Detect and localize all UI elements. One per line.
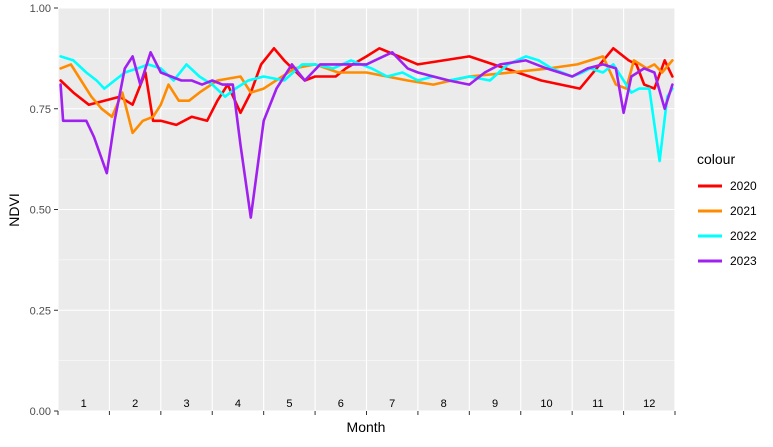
- legend-label-2022: 2022: [730, 229, 757, 243]
- legend-label-2021: 2021: [730, 204, 757, 218]
- series-lines: [59, 47, 674, 219]
- month-label: 4: [235, 398, 241, 410]
- y-tick-label: 0.00: [30, 406, 51, 418]
- x-axis-title: Month: [347, 419, 386, 435]
- y-axis: 0.00 0.25 0.50 0.75 1.00: [30, 3, 58, 418]
- month-label: 3: [183, 398, 189, 410]
- y-tick-label: 1.00: [30, 3, 51, 15]
- month-label: 7: [389, 398, 395, 410]
- month-label: 11: [592, 398, 603, 410]
- y-tick-label: 0.75: [30, 104, 51, 116]
- legend-label-2023: 2023: [730, 254, 757, 268]
- month-label: 8: [441, 398, 447, 410]
- series-line-2022: [59, 55, 674, 163]
- month-label: 12: [643, 398, 655, 410]
- legend-label-2020: 2020: [730, 179, 757, 193]
- month-label: 6: [338, 398, 344, 410]
- month-label: 1: [81, 398, 87, 410]
- legend-title: colour: [697, 151, 735, 167]
- series-line-2021: [59, 55, 674, 135]
- y-axis-title: NDVI: [6, 193, 22, 226]
- month-label: 2: [132, 398, 138, 410]
- y-tick-label: 0.25: [30, 305, 51, 317]
- legend: colour 2020 2021 2022 2023: [697, 151, 757, 268]
- x-axis: 1 2 3 4 5 6 7 8 9 10 11 12: [57, 398, 676, 415]
- series-line-2023: [59, 51, 674, 219]
- y-tick-label: 0.50: [30, 205, 51, 217]
- month-label: 10: [540, 398, 552, 410]
- month-label: 5: [286, 398, 292, 410]
- month-label: 9: [492, 398, 498, 410]
